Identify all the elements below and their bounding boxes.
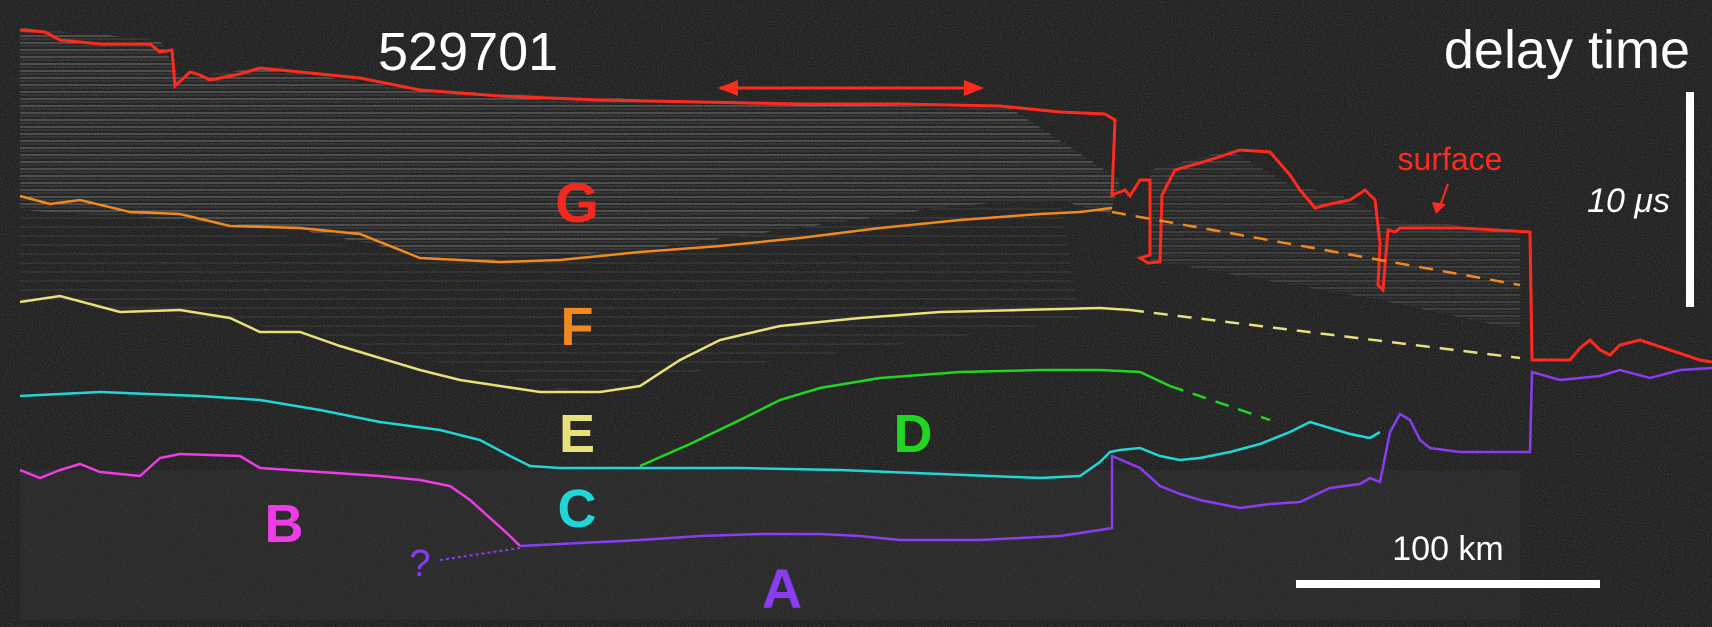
distance-scale-label: 100 km <box>1392 530 1504 568</box>
top-of-a-line <box>519 366 1712 548</box>
top-of-c-line <box>19 390 1381 480</box>
top-of-e-extrapolated <box>1129 308 1521 360</box>
surface-label: surface <box>1398 141 1503 177</box>
unit-f-reflectors <box>20 200 1080 390</box>
unit-g-reflectors <box>20 28 1120 262</box>
top-of-f-line <box>19 194 1113 264</box>
top-of-d-line <box>639 368 1171 468</box>
unit-a-label: A <box>762 557 802 620</box>
top-of-e-line <box>19 294 1131 394</box>
time-scale-bar <box>1686 92 1694 307</box>
top-of-d-extrapolated <box>1169 384 1271 422</box>
unit-c-label: C <box>558 479 597 539</box>
surface-pointer-arrow <box>1432 183 1449 214</box>
unit-g-label: G <box>555 171 599 234</box>
track-id-label: 529701 <box>378 22 558 82</box>
top-of-f-extrapolated <box>1111 210 1521 287</box>
plateau-reflectors <box>1150 150 1520 330</box>
question-mark-label: ? <box>409 543 430 585</box>
basement-haze <box>20 470 1520 620</box>
unit-e-label: E <box>559 404 595 464</box>
unit-d-label: D <box>894 404 933 464</box>
unit-f-label: F <box>561 297 594 357</box>
surface-line <box>19 28 1712 364</box>
distance-scale-bar <box>1296 580 1600 588</box>
b-a-connector <box>439 547 521 561</box>
time-scale-label: 10 μs <box>1587 182 1670 220</box>
mode-label: delay time <box>1444 20 1690 80</box>
top-of-b-line <box>19 452 521 547</box>
region-arrow <box>718 80 984 96</box>
unit-b-label: B <box>265 494 304 554</box>
